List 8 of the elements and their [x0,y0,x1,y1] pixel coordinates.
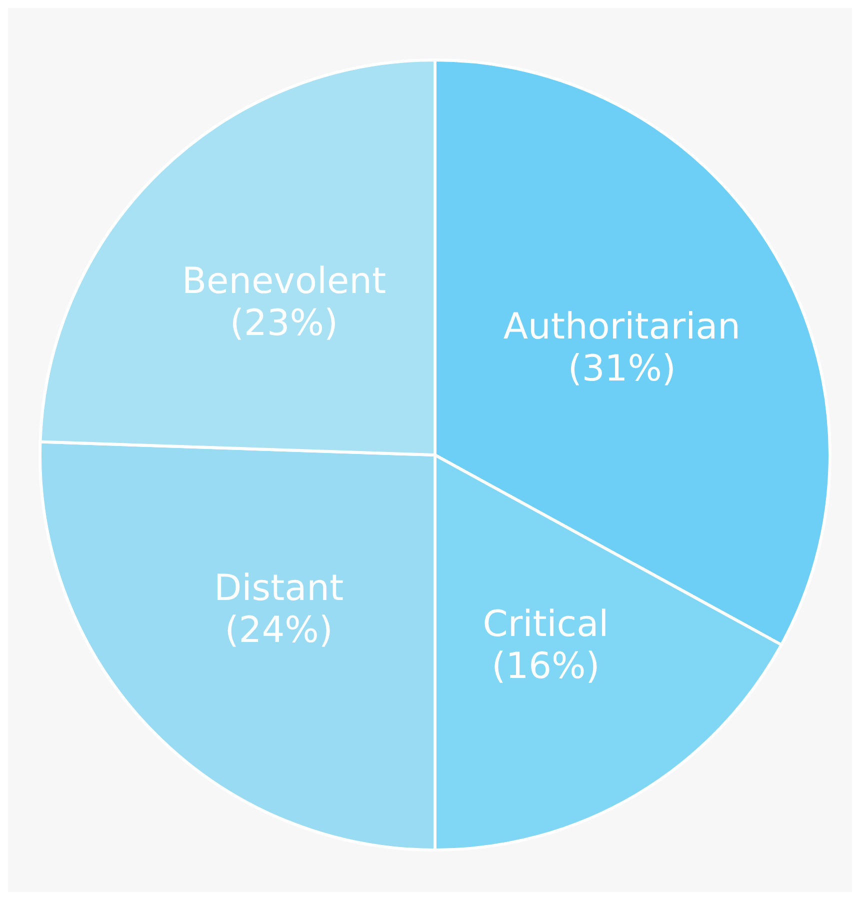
slice-label: Critical [482,604,609,645]
data-label: (16%) [492,646,600,687]
data-label: (24%) [224,610,333,652]
data-label: (31%) [568,348,676,390]
slice-label: Distant [214,568,344,610]
slice-label: Authoritarian [503,306,740,348]
slice-label: Benevolent [182,260,386,302]
data-label: (23%) [230,302,338,344]
